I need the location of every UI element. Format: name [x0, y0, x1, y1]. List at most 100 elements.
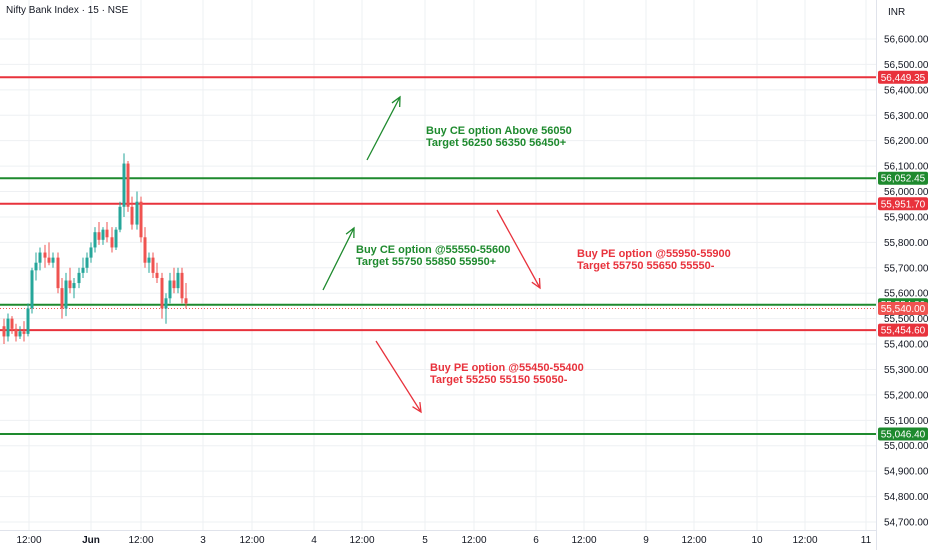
candle-body[interactable]: [38, 252, 42, 263]
price-tick-label: 55,700.00: [884, 263, 929, 274]
arrow-up-2-head: [345, 226, 355, 239]
candle-body[interactable]: [147, 257, 151, 263]
time-tick-label: 9: [643, 535, 649, 546]
candle-body[interactable]: [122, 163, 126, 207]
price-tick-label: 56,000.00: [884, 187, 929, 198]
candle-body[interactable]: [143, 237, 147, 263]
candle-body[interactable]: [10, 318, 14, 329]
time-tick-label: 12:00: [349, 535, 374, 546]
price-tick-label: 54,800.00: [884, 492, 929, 503]
candle-body[interactable]: [30, 270, 34, 309]
candle-body[interactable]: [110, 237, 114, 248]
price-tick-label: 55,400.00: [884, 340, 929, 351]
candle-body[interactable]: [47, 257, 51, 263]
price-tick-label: 55,200.00: [884, 390, 929, 401]
arrow-down-1-head: [531, 277, 541, 290]
candle-body[interactable]: [60, 288, 64, 309]
candle-body[interactable]: [172, 280, 176, 289]
candle-body[interactable]: [64, 280, 68, 309]
price-label-green[interactable]: [878, 427, 928, 441]
candle-body[interactable]: [130, 206, 134, 225]
candle-body[interactable]: [101, 229, 105, 240]
candle-body[interactable]: [126, 163, 130, 207]
candle-body[interactable]: [43, 252, 47, 258]
candle-body[interactable]: [135, 201, 139, 225]
price-tick-label: 56,500.00: [884, 60, 929, 71]
candle-body[interactable]: [34, 262, 38, 271]
candle-body[interactable]: [97, 232, 101, 240]
candle-body[interactable]: [184, 298, 188, 304]
price-tick-label: 56,100.00: [884, 162, 929, 173]
candle-body[interactable]: [168, 280, 172, 299]
price-label-red[interactable]: [878, 70, 928, 84]
candle-body[interactable]: [164, 298, 168, 309]
candle-body[interactable]: [68, 280, 72, 289]
candle-body[interactable]: [26, 308, 30, 334]
symbol-title[interactable]: Nifty Bank Index · 15 · NSE: [6, 5, 129, 16]
candle-body[interactable]: [6, 318, 10, 337]
candle-body[interactable]: [155, 272, 159, 278]
arrow-up-2: [322, 227, 355, 291]
annotation-pe-upper-line2: Target 55750 55650 55550-: [577, 260, 715, 272]
candle-body[interactable]: [151, 257, 155, 273]
candle-body[interactable]: [89, 247, 93, 258]
candle-body[interactable]: [77, 272, 81, 284]
price-tick-label: 56,600.00: [884, 35, 929, 46]
annotation-pe-lower: Buy PE option @55450-55400 Target 55250 …: [430, 362, 584, 386]
candle-body[interactable]: [93, 232, 97, 248]
currency-label[interactable]: INR: [888, 7, 906, 18]
annotation-ce-range-line2: Target 55750 55850 55950+: [356, 256, 497, 268]
annotation-pe-upper: Buy PE option @55950-55900 Target 55750 …: [577, 248, 731, 272]
annotation-ce-range: Buy CE option @55550-55600 Target 55750 …: [356, 244, 510, 268]
annotation-ce-above: Buy CE option Above 56050 Target 56250 5…: [426, 125, 572, 149]
candle-body[interactable]: [2, 326, 6, 337]
time-tick-label: 5: [422, 535, 428, 546]
price-label-text: 56,449.35: [881, 73, 926, 84]
candle-body[interactable]: [180, 272, 184, 299]
price-label-text: 56,052.45: [881, 174, 926, 185]
time-tick-label: Jun: [82, 535, 100, 546]
price-tick-label: 55,900.00: [884, 212, 929, 223]
last-price-label[interactable]: [878, 301, 928, 315]
price-label-green[interactable]: [878, 171, 928, 185]
candle-body[interactable]: [176, 272, 180, 289]
candle-body[interactable]: [14, 328, 18, 337]
candle-body[interactable]: [72, 283, 76, 289]
arrow-down-2-head: [412, 401, 422, 414]
price-tick-label: 55,500.00: [884, 314, 929, 325]
price-tick-label: 56,300.00: [884, 111, 929, 122]
price-tick-label: 55,000.00: [884, 441, 929, 452]
candle-body[interactable]: [85, 257, 89, 268]
annotation-pe-upper-line1: Buy PE option @55950-55900: [577, 248, 731, 260]
last-price-label-text: 55,540.00: [881, 304, 926, 315]
candle-body[interactable]: [118, 206, 122, 230]
candle-body[interactable]: [114, 229, 118, 248]
time-tick-label: 3: [200, 535, 206, 546]
price-label-text: 55,454.60: [881, 326, 926, 337]
candle-body[interactable]: [51, 257, 55, 263]
price-tick-label: 55,800.00: [884, 238, 929, 249]
price-label-text: 55,951.70: [881, 199, 926, 210]
time-tick-label: 12:00: [571, 535, 596, 546]
candle-body[interactable]: [22, 331, 26, 334]
price-tick-label: 55,300.00: [884, 365, 929, 376]
annotation-ce-range-line1: Buy CE option @55550-55600: [356, 244, 511, 256]
candle-body[interactable]: [139, 201, 143, 238]
candle-body[interactable]: [105, 229, 109, 238]
price-label-red[interactable]: [878, 323, 928, 337]
candle-body[interactable]: [160, 277, 164, 309]
price-tick-label: 54,900.00: [884, 467, 929, 478]
arrow-down-1: [496, 209, 541, 289]
price-tick-label: 55,100.00: [884, 416, 929, 427]
candle-body[interactable]: [18, 331, 22, 337]
annotation-ce-above-line2: Target 56250 56350 56450+: [426, 137, 567, 149]
candle-body[interactable]: [81, 267, 85, 273]
price-label-red[interactable]: [878, 197, 928, 211]
candle-body[interactable]: [56, 257, 60, 289]
time-tick-label: 6: [533, 535, 539, 546]
time-tick-label: 12:00: [792, 535, 817, 546]
time-tick-label: 12:00: [681, 535, 706, 546]
price-label-text: 55,046.40: [881, 429, 926, 440]
